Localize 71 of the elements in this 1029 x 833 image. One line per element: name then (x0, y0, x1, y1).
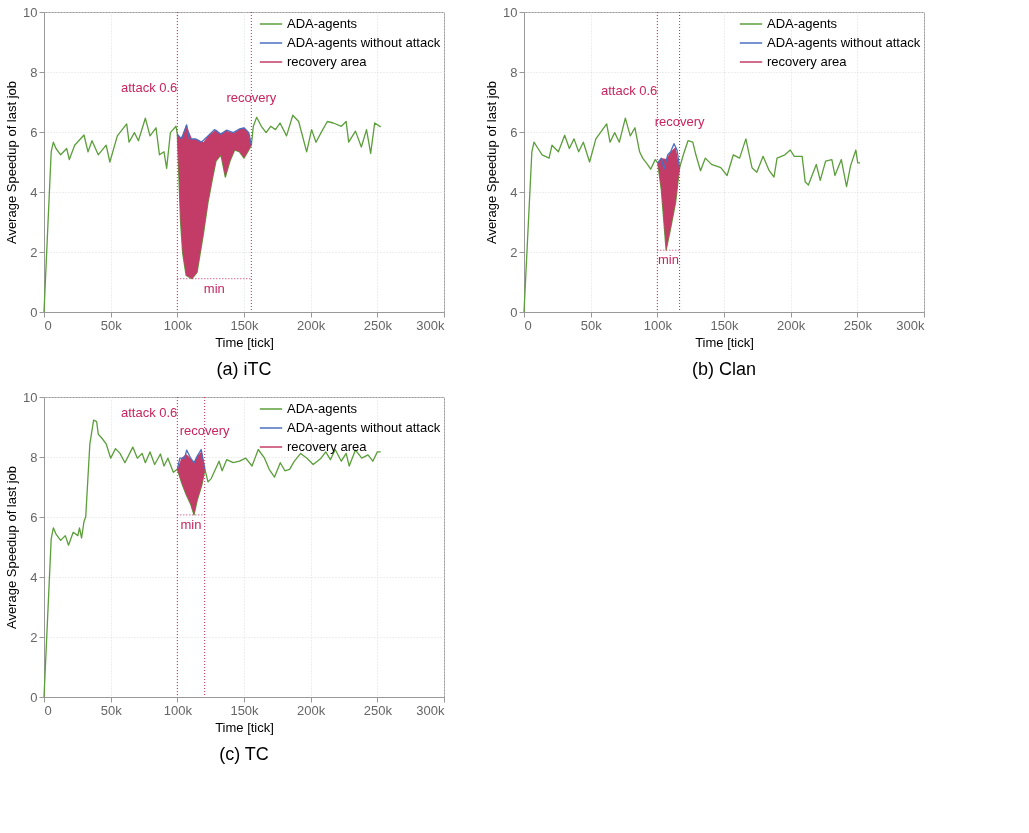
x-tick-label: 50k (580, 317, 603, 333)
y-tick-label: 8 (510, 64, 518, 80)
ref-line-label: min (657, 252, 679, 268)
x-tick-label: 200k (297, 702, 326, 718)
x-tick-label: 250k (363, 317, 393, 333)
y-axis-title: Average Speedup of last job (4, 80, 20, 245)
x-tick-label: 200k (777, 317, 806, 333)
ref-line-label: attack 0.6 (120, 79, 178, 95)
y-tick-label: 0 (30, 304, 38, 320)
text: (c) TC (219, 744, 269, 764)
y-tick-label: 8 (30, 64, 38, 80)
ref-line-label: recovery (179, 422, 231, 438)
ref-line-label: min (203, 280, 225, 296)
x-tick-label: 0 (44, 317, 52, 333)
legend-label: ADA-agents without attack (287, 35, 441, 50)
legend-label: ADA-agents (767, 16, 838, 31)
ref-line-label: min (180, 516, 202, 532)
text: (a) iTC (216, 359, 272, 379)
x-tick-label: 0 (44, 702, 52, 718)
x-tick-label: 150k (230, 702, 260, 718)
ref-line-label: attack 0.6 (120, 404, 178, 420)
y-tick-label: 2 (30, 629, 38, 645)
x-tick-label: 200k (297, 317, 326, 333)
x-tick-label: 150k (230, 317, 260, 333)
x-tick-label: 300k (896, 317, 925, 333)
y-tick-label: 2 (30, 244, 38, 260)
y-tick-label: 10 (23, 4, 38, 20)
y-tick-label: 4 (30, 184, 38, 200)
y-tick-label: 10 (23, 389, 38, 405)
ref-line-label: attack 0.6 (600, 82, 658, 98)
line-series (176, 124, 252, 146)
legend-label: recovery area (287, 54, 368, 69)
legend-label: ADA-agents (287, 401, 358, 416)
x-tick-label: 100k (643, 317, 673, 333)
text: (b) Clan (691, 359, 757, 379)
x-tick-label: 300k (416, 702, 445, 718)
x-axis-title: Time [tick] (695, 334, 754, 350)
y-tick-label: 4 (30, 569, 38, 585)
ref-line-label: recovery (654, 113, 706, 129)
y-tick-label: 6 (510, 124, 518, 140)
x-tick-label: 300k (416, 317, 445, 333)
legend-label: ADA-agents (287, 16, 358, 31)
y-axis-title: Average Speedup of last job (4, 465, 20, 630)
y-axis-title: Average Speedup of last job (484, 80, 500, 245)
legend-label: ADA-agents without attack (287, 420, 441, 435)
line-series (43, 114, 382, 313)
x-axis-title: Time [tick] (215, 719, 274, 735)
line-series (523, 117, 861, 313)
y-tick-label: 2 (510, 244, 518, 260)
y-tick-label: 0 (30, 689, 38, 705)
legend-label: recovery area (287, 439, 368, 454)
x-tick-label: 50k (100, 317, 123, 333)
x-tick-label: 0 (524, 317, 532, 333)
x-tick-label: 50k (100, 702, 123, 718)
x-tick-label: 250k (843, 317, 873, 333)
x-axis-title: Time [tick] (215, 334, 274, 350)
x-tick-label: 100k (163, 702, 193, 718)
legend-label: ADA-agents without attack (767, 35, 921, 50)
y-tick-label: 0 (510, 304, 518, 320)
x-tick-label: 150k (710, 317, 740, 333)
y-tick-label: 6 (30, 509, 38, 525)
y-tick-label: 10 (503, 4, 518, 20)
line-series (657, 143, 681, 170)
x-tick-label: 100k (163, 317, 193, 333)
legend-label: recovery area (767, 54, 848, 69)
ref-line-label: recovery (226, 90, 277, 106)
x-tick-label: 250k (363, 702, 393, 718)
y-tick-label: 6 (30, 124, 38, 140)
y-tick-label: 8 (30, 449, 38, 465)
line-series (176, 448, 206, 470)
y-tick-label: 4 (510, 184, 518, 200)
